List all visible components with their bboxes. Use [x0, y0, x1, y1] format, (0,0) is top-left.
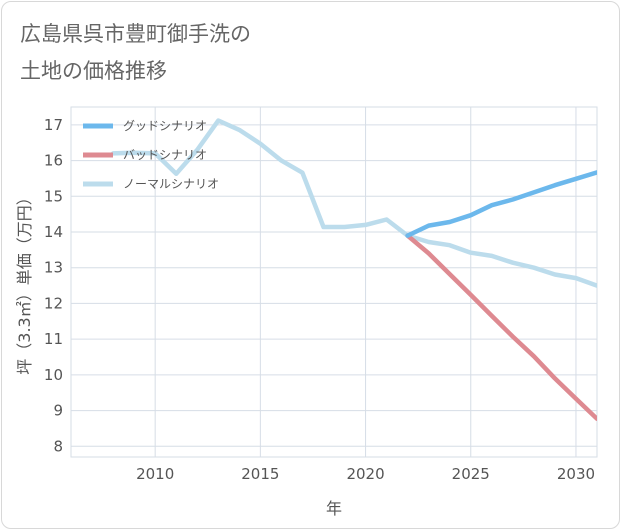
chart-title-line2: 土地の価格推移: [20, 59, 167, 83]
y-tick-label-16: 16: [44, 152, 63, 170]
x-axis-title: 年: [326, 499, 342, 518]
x-tick-label-2015: 2015: [241, 465, 279, 483]
y-tick-label-8: 8: [53, 437, 63, 455]
x-tick-label-2030: 2030: [557, 465, 595, 483]
y-axis-title: 坪（3.3㎡）単価（万円）: [15, 189, 34, 374]
x-tick-label-2025: 2025: [452, 465, 490, 483]
y-tick-label-9: 9: [53, 402, 63, 420]
y-tick-label-11: 11: [44, 330, 63, 348]
chart-title-line1: 広島県呉市豊町御手洗の: [20, 22, 251, 46]
legend-label-0: グッドシナリオ: [123, 119, 207, 133]
series-lines: [110, 118, 597, 422]
y-tick-label-14: 14: [44, 223, 63, 241]
y-tick-label-10: 10: [44, 366, 63, 384]
axes: 2010 2015 2020 2025 2030 8 9 10 11 12 13 14 15 16 17 年 坪…: [15, 116, 595, 518]
x-tick-label-2020: 2020: [346, 465, 384, 483]
series-line-0: [405, 170, 597, 238]
x-tick-label-2010: 2010: [136, 465, 174, 483]
y-tick-label-17: 17: [44, 116, 63, 134]
grid-lines: [70, 106, 598, 458]
plot-area-border: [70, 106, 598, 458]
y-tick-label-13: 13: [44, 259, 63, 277]
y-tick-label-12: 12: [44, 294, 63, 312]
series-line-2: [110, 118, 597, 288]
y-tick-label-15: 15: [44, 187, 63, 205]
legend-label-1: バッドシナリオ: [123, 148, 207, 162]
chart-title: 広島県呉市豊町御手洗の 土地の価格推移: [20, 16, 440, 90]
series-line-1: [405, 233, 597, 422]
legend-label-2: ノーマルシナリオ: [123, 177, 219, 191]
